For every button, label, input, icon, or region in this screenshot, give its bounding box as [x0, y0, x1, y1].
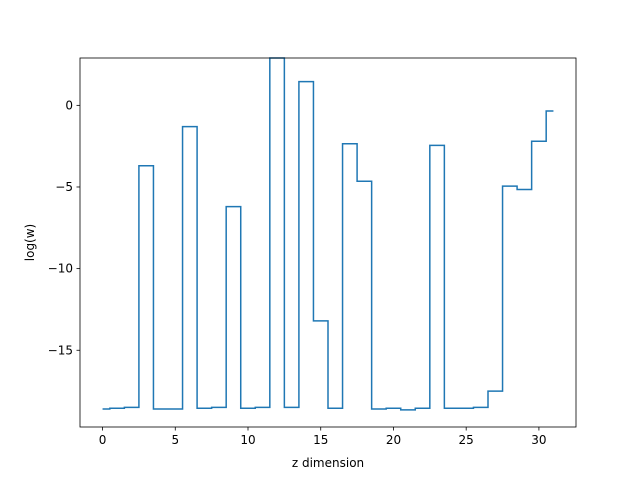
y-axis: 0 −5 −10 −15	[48, 98, 80, 357]
y-tick-label: −5	[55, 180, 73, 194]
x-axis-label: z dimension	[292, 456, 364, 470]
x-tick-label: 20	[386, 433, 401, 447]
y-tick-label: −10	[48, 262, 73, 276]
x-tick-label: 0	[99, 433, 107, 447]
x-tick-label: 25	[459, 433, 474, 447]
x-tick-label: 5	[171, 433, 179, 447]
x-tick-label: 15	[313, 433, 328, 447]
plot-frame	[79, 57, 577, 428]
y-tick-label: −15	[48, 343, 73, 357]
x-tick-label: 10	[240, 433, 255, 447]
x-tick-label: 30	[531, 433, 546, 447]
y-axis-label: log(w)	[23, 224, 37, 261]
x-axis: 0 5 10 15 20 25 30	[99, 427, 547, 447]
series-line	[102, 57, 554, 411]
y-tick-label: 0	[65, 98, 73, 112]
